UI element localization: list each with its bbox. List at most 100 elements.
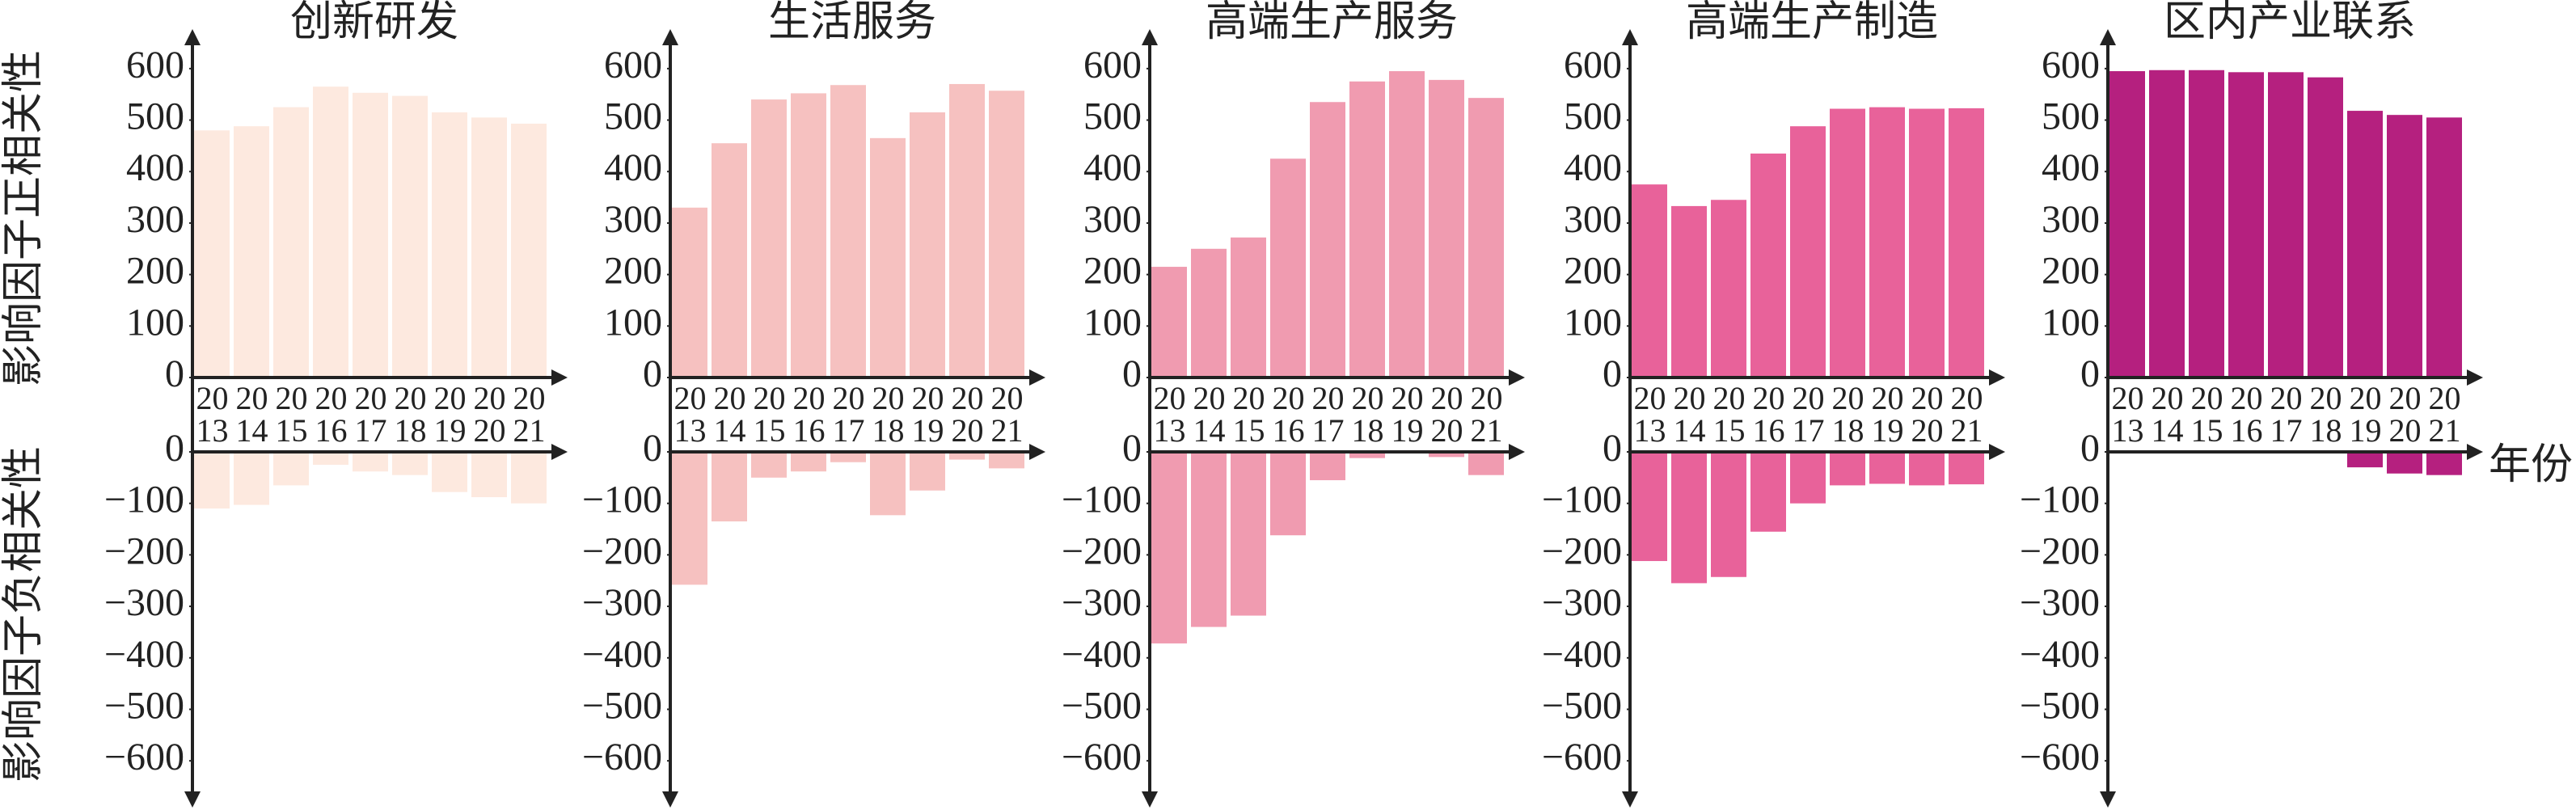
bar — [1632, 452, 1667, 562]
x-tick-label: 2014 — [2151, 380, 2184, 449]
bar — [2308, 77, 2343, 378]
y-tick-label: 0 — [643, 427, 662, 470]
y-tick-label: −300 — [1542, 581, 1622, 624]
y-tick-label: 400 — [126, 146, 184, 189]
bar — [672, 207, 707, 378]
bar — [1750, 153, 1786, 378]
bar — [830, 85, 866, 378]
bar — [910, 112, 945, 378]
y-tick-label: −500 — [582, 684, 662, 727]
bar — [2189, 70, 2224, 378]
bar — [1349, 452, 1385, 458]
y-tick-label: −100 — [2020, 479, 2100, 521]
y-tick-label: 500 — [126, 95, 184, 138]
y-tick-label: −600 — [2020, 736, 2100, 778]
bar — [2109, 71, 2145, 378]
x-tick-label: 2014 — [713, 380, 746, 449]
y-tick-label: −400 — [104, 633, 184, 676]
bar — [511, 452, 547, 504]
bar — [949, 83, 985, 378]
bar — [1429, 452, 1464, 458]
y-tick-label: 500 — [604, 95, 662, 138]
x-tick-label: 2013 — [1153, 380, 1186, 449]
bar — [1270, 158, 1306, 378]
bar — [1429, 79, 1464, 378]
x-tick-label: 2016 — [1272, 380, 1305, 449]
bar — [1909, 108, 1945, 378]
bar — [511, 123, 547, 378]
y-tick-label: −200 — [1062, 529, 1142, 572]
x-tick-label: 2020 — [473, 380, 506, 449]
x-tick-label: 2015 — [753, 380, 786, 449]
y-tick-label: 300 — [604, 198, 662, 241]
x-tick-label: 2020 — [951, 380, 984, 449]
bar — [989, 452, 1024, 469]
y-tick-label: 0 — [643, 352, 662, 395]
bar — [2387, 452, 2422, 474]
bar — [1270, 452, 1306, 536]
y-tick-label: −200 — [582, 529, 662, 572]
y-tick-label: −600 — [1542, 736, 1622, 778]
x-tick-label: 2019 — [433, 380, 467, 449]
x-tick-label: 2019 — [1391, 380, 1424, 449]
x-tick-label: 2020 — [1430, 380, 1463, 449]
bar — [234, 126, 269, 378]
y-tick-label: −300 — [104, 581, 184, 624]
chart-title: 生活服务 — [768, 0, 936, 45]
bar — [870, 137, 906, 378]
bar — [1231, 237, 1266, 378]
y-tick-label: 0 — [1122, 427, 1142, 470]
bar — [712, 452, 747, 521]
y-tick-label: −100 — [104, 479, 184, 521]
y-tick-label: −200 — [2020, 529, 2100, 572]
x-tick-label: 2021 — [513, 380, 546, 449]
x-tick-label: 2018 — [1831, 380, 1864, 449]
x-tick-label: 2013 — [1633, 380, 1666, 449]
bar — [432, 112, 467, 378]
y-tick-label: −300 — [1062, 581, 1142, 624]
x-tick-label: 2017 — [354, 380, 387, 449]
bar — [1151, 267, 1187, 378]
bar — [672, 452, 707, 585]
y-tick-label: 500 — [2042, 95, 2100, 138]
y-tick-label: 200 — [604, 250, 662, 293]
bar — [751, 452, 787, 478]
bar — [1949, 108, 1984, 378]
bar — [1869, 452, 1905, 484]
y-tick-label: 0 — [1603, 352, 1622, 395]
y-tick-label: 300 — [1564, 198, 1622, 241]
x-tick-label: 2015 — [2190, 380, 2223, 449]
bar — [273, 452, 309, 486]
y-tick-label: 400 — [604, 146, 662, 189]
bar — [1671, 452, 1707, 584]
x-axis-label: 年份 — [2489, 442, 2573, 488]
x-tick-label: 2015 — [1712, 380, 1746, 449]
y-tick-label: −300 — [2020, 581, 2100, 624]
y-tick-label: 300 — [2042, 198, 2100, 241]
bar — [1468, 452, 1504, 475]
bar — [830, 452, 866, 462]
y-tick-label: −600 — [582, 736, 662, 778]
y-tick-label: 600 — [604, 44, 662, 86]
y-tick-label: −200 — [104, 529, 184, 572]
x-tick-label: 2014 — [235, 380, 268, 449]
bar — [353, 92, 388, 378]
x-tick-label: 2013 — [2111, 380, 2144, 449]
x-tick-label: 2021 — [1950, 380, 1983, 449]
x-tick-label: 2016 — [2230, 380, 2263, 449]
bar — [870, 452, 906, 516]
bar — [194, 452, 230, 509]
y-tick-label: −500 — [104, 684, 184, 727]
x-tick-label: 2018 — [2309, 380, 2342, 449]
bar — [791, 452, 826, 472]
bar — [392, 452, 428, 475]
x-tick-label: 2021 — [1470, 380, 1503, 449]
x-tick-label: 2017 — [1792, 380, 1825, 449]
y-tick-label: −100 — [582, 479, 662, 521]
bar — [1349, 81, 1385, 378]
bar — [1830, 108, 1865, 378]
chart-title: 高端生产服务 — [1206, 0, 1458, 45]
x-tick-label: 2019 — [911, 380, 944, 449]
bar — [1909, 452, 1945, 486]
bar — [1830, 452, 1865, 486]
